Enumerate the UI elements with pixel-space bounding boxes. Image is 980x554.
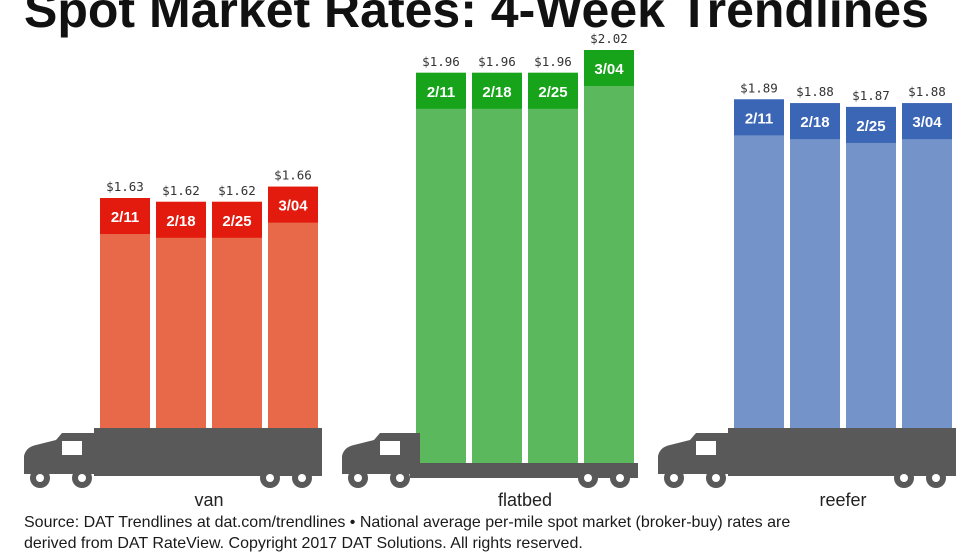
week-label: 2/18 xyxy=(166,213,195,230)
bar-band-van-3 xyxy=(212,201,262,238)
trailer-box xyxy=(94,428,322,476)
bar-band-van-4 xyxy=(268,186,318,223)
trailer-frame xyxy=(410,474,638,478)
wheel-hub xyxy=(298,474,306,482)
wheel-hub xyxy=(712,474,720,482)
wheel-hub xyxy=(78,474,86,482)
bar-reefer-3 xyxy=(846,106,896,430)
week-label: 2/25 xyxy=(538,84,567,101)
value-label: $1.89 xyxy=(740,80,778,95)
bar-flatbed-1 xyxy=(416,72,466,464)
truck-window xyxy=(696,441,716,455)
bar-flatbed-3 xyxy=(528,72,578,464)
bar-band-van-2 xyxy=(156,201,206,238)
trailer-box xyxy=(728,428,956,476)
value-label: $1.66 xyxy=(274,168,312,183)
bar-band-reefer-3 xyxy=(846,106,896,143)
wheel-hub xyxy=(932,474,940,482)
bar-band-flatbed-2 xyxy=(472,72,522,109)
value-label: $1.88 xyxy=(796,84,834,99)
group-van: 2/11 $1.63 2/18 $1.62 2/25 $1.62 3/04 $1.66 van xyxy=(24,168,322,510)
week-label: 2/11 xyxy=(111,209,139,226)
wheel-hub xyxy=(354,474,362,482)
bar-reefer-1 xyxy=(734,99,784,430)
bar-band-reefer-2 xyxy=(790,103,840,140)
wheel-hub xyxy=(396,474,404,482)
bar-band-flatbed-4 xyxy=(584,50,634,86)
week-label: 3/04 xyxy=(594,61,624,78)
value-label: $2.02 xyxy=(590,31,628,46)
value-label: $1.62 xyxy=(162,183,200,198)
wheel-hub xyxy=(584,474,592,482)
value-label: $1.62 xyxy=(218,183,256,198)
source-line-2: derived from DAT RateView. Copyright 201… xyxy=(24,535,583,552)
wheel-hub xyxy=(900,474,908,482)
bar-band-reefer-1 xyxy=(734,99,784,136)
source-line-1: Source: DAT Trendlines at dat.com/trendl… xyxy=(24,514,791,531)
value-label: $1.87 xyxy=(852,88,890,103)
bar-reefer-2 xyxy=(790,103,840,430)
group-flatbed: 2/11 $1.96 2/18 $1.96 2/25 $1.96 3/04 $2.02 flat… xyxy=(342,31,638,510)
bar-band-van-1 xyxy=(100,198,150,234)
week-label: 2/11 xyxy=(427,84,455,101)
bar-band-flatbed-1 xyxy=(416,72,466,109)
wheel-hub xyxy=(670,474,678,482)
value-label: $1.96 xyxy=(422,54,460,69)
bar-van-4 xyxy=(268,186,318,430)
chart-title: Spot Market Rates: 4-Week Trendlines xyxy=(24,0,929,38)
trailer-deck xyxy=(410,463,638,475)
group-reefer: 2/11 $1.89 2/18 $1.88 2/25 $1.87 3/04 $1.88 reef… xyxy=(658,80,956,510)
category-label-van: van xyxy=(194,490,223,510)
wheel-hub xyxy=(616,474,624,482)
value-label: $1.88 xyxy=(908,84,946,99)
bar-band-reefer-4 xyxy=(902,103,952,140)
week-label: 2/18 xyxy=(800,114,829,131)
truck-window xyxy=(62,441,82,455)
week-label: 2/25 xyxy=(856,118,885,135)
week-label: 3/04 xyxy=(912,114,942,131)
bar-van-3 xyxy=(212,201,262,430)
category-label-flatbed: flatbed xyxy=(498,490,552,510)
week-label: 2/18 xyxy=(482,84,511,101)
week-label: 2/25 xyxy=(222,213,251,230)
week-label: 2/11 xyxy=(745,110,773,127)
bar-band-flatbed-3 xyxy=(528,72,578,109)
wheel-hub xyxy=(36,474,44,482)
category-label-reefer: reefer xyxy=(819,490,866,510)
bar-van-1 xyxy=(100,198,150,430)
value-label: $1.96 xyxy=(534,54,572,69)
source-note: Source: DAT Trendlines at dat.com/trendl… xyxy=(24,512,974,554)
value-label: $1.96 xyxy=(478,54,516,69)
value-label: $1.63 xyxy=(106,179,144,194)
bar-van-2 xyxy=(156,201,206,430)
bar-flatbed-2 xyxy=(472,72,522,464)
truck-window xyxy=(380,441,400,455)
wheel-hub xyxy=(266,474,274,482)
week-label: 3/04 xyxy=(278,198,308,215)
bar-reefer-4 xyxy=(902,103,952,430)
bar-flatbed-4 xyxy=(584,50,634,463)
